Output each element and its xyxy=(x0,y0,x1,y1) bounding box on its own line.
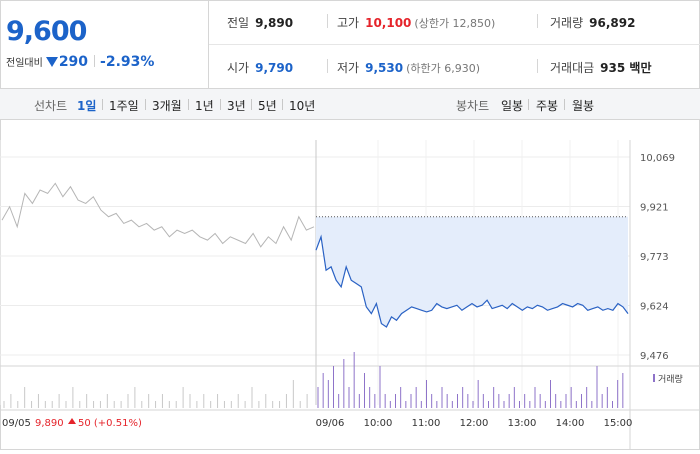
x-axis: 09/05 9,890 50 (+0.51%) 09/06 10:00 11:00 12:0… xyxy=(2,418,632,429)
today-line xyxy=(315,234,629,328)
divider xyxy=(537,14,538,28)
today-series xyxy=(315,216,629,328)
prev-day-change: 50 (+0.51%) xyxy=(78,418,142,429)
period-5y[interactable]: 5년 xyxy=(258,99,277,113)
y-tick-label: 9,773 xyxy=(640,252,669,263)
period-bar: 선차트 1일 1주일 3개월 1년 3년 5년 10년 봉차트 일봉 주봉 월봉 xyxy=(0,89,700,120)
y-tick-label: 9,921 xyxy=(640,203,669,214)
divider xyxy=(145,99,146,110)
prev-day-line xyxy=(1,182,315,248)
x-tick-label: 09/06 xyxy=(316,418,345,429)
candle-daily[interactable]: 일봉 xyxy=(501,99,524,113)
divider xyxy=(220,99,221,110)
stats-grid: 전일 9,890 고가 10,100 (상한가 12,850) 거래량 96,892 시… xyxy=(209,0,700,88)
divider xyxy=(282,99,283,110)
y-tick-label: 9,476 xyxy=(640,351,669,362)
candle-monthly[interactable]: 월봉 xyxy=(572,99,595,113)
current-price: 9,600 xyxy=(6,16,87,47)
divider xyxy=(94,55,96,67)
period-3m[interactable]: 3개월 xyxy=(152,99,182,113)
y-tick-label: 9,624 xyxy=(640,302,669,313)
x-tick-label: 15:00 xyxy=(604,418,633,429)
volume: 거래량 96,892 xyxy=(550,16,636,30)
up-triangle-icon xyxy=(68,418,76,424)
y-axis: 10,069 9,921 9,773 9,624 9,476 xyxy=(640,153,675,362)
trade-value: 거래대금 935 백만 xyxy=(550,61,652,75)
open-price: 시가 9,790 xyxy=(227,61,294,75)
prev-day-series xyxy=(1,182,315,248)
change-amount: 290 xyxy=(58,54,89,70)
x-tick-label: 10:00 xyxy=(364,418,393,429)
volume-bars: 거래량 xyxy=(0,352,700,411)
today-area xyxy=(316,216,628,327)
divider xyxy=(537,59,538,73)
divider xyxy=(102,99,103,110)
prev-day-close: 9,890 xyxy=(35,418,64,429)
divider xyxy=(188,99,189,110)
line-chart-title: 선차트 xyxy=(34,99,68,113)
volume-legend: 거래량 xyxy=(658,373,683,385)
price-chart-svg: 10,069 9,921 9,773 9,624 9,476 거래량 09/05 9,89… xyxy=(0,140,700,450)
divider xyxy=(564,99,565,110)
period-1d[interactable]: 1일 xyxy=(77,99,97,113)
divider xyxy=(528,99,529,110)
x-tick-label: 09/05 xyxy=(2,418,31,429)
period-1y[interactable]: 1년 xyxy=(195,99,214,113)
candle-chart-title: 봉차트 xyxy=(456,99,490,113)
price-chart: 10,069 9,921 9,773 9,624 9,476 거래량 09/05 9,89… xyxy=(0,120,700,450)
day-low: 저가 9,530 (하한가 6,930) xyxy=(337,61,480,75)
price-box: 9,600 전일대비 290 -2.93% xyxy=(0,0,209,88)
quote-header: 9,600 전일대비 290 -2.93% 전일 9,890 고가 10,100 (상한가… xyxy=(0,0,700,89)
change-percent: -2.93% xyxy=(100,54,155,70)
period-1w[interactable]: 1주일 xyxy=(109,99,139,113)
day-high: 고가 10,100 (상한가 12,850) xyxy=(337,16,496,30)
x-tick-label: 14:00 xyxy=(556,418,585,429)
x-tick-label: 11:00 xyxy=(412,418,441,429)
divider xyxy=(251,99,252,110)
down-triangle-icon xyxy=(45,57,58,67)
divider xyxy=(327,59,328,73)
divider xyxy=(327,14,328,28)
change-row: 전일대비 290 -2.93% xyxy=(6,54,154,70)
x-tick-label: 13:00 xyxy=(508,418,537,429)
volume-legend-swatch xyxy=(653,374,655,382)
prev-close: 전일 9,890 xyxy=(227,16,294,30)
stats-row-1: 전일 9,890 고가 10,100 (상한가 12,850) 거래량 96,892 xyxy=(209,0,700,45)
x-tick-label: 12:00 xyxy=(460,418,489,429)
y-tick-label: 10,069 xyxy=(640,153,675,164)
period-10y[interactable]: 10년 xyxy=(289,99,316,113)
stats-row-2: 시가 9,790 저가 9,530 (하한가 6,930) 거래대금 935 백만 xyxy=(209,45,700,89)
candle-weekly[interactable]: 주봉 xyxy=(536,99,559,113)
period-3y[interactable]: 3년 xyxy=(227,99,246,113)
change-label: 전일대비 xyxy=(6,58,43,69)
